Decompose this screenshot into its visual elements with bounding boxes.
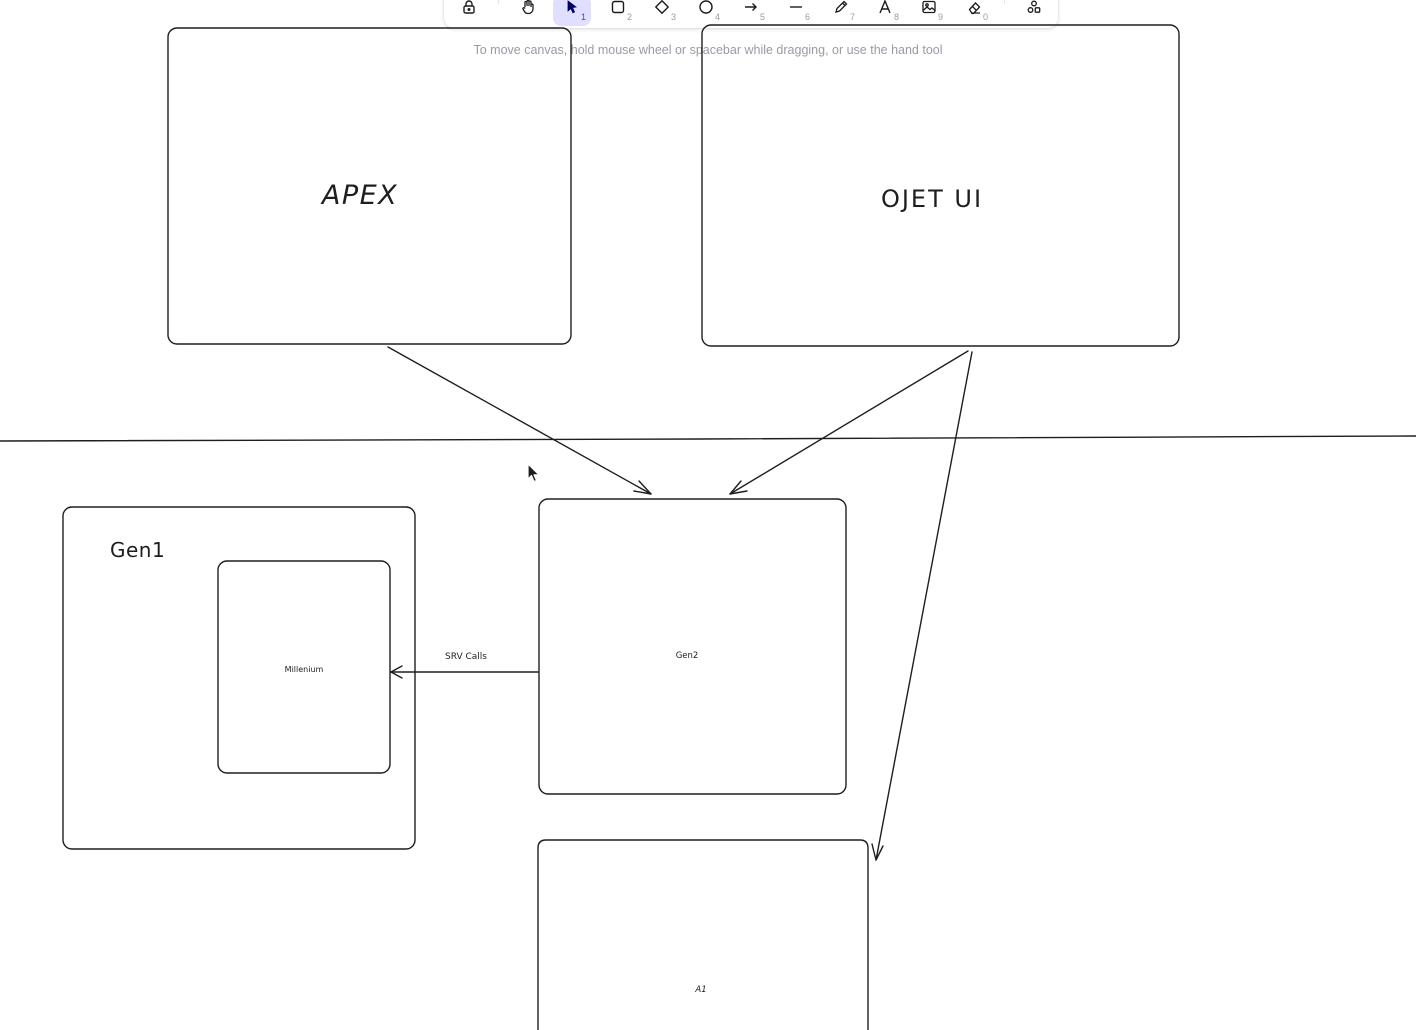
text-icon	[879, 0, 891, 14]
tool-key: 3	[670, 12, 676, 22]
tool-key: 6	[804, 12, 810, 22]
divider-line[interactable]	[0, 435, 1416, 442]
toolbar-divider	[498, 0, 499, 4]
arrow-ojet-to-gen2[interactable]	[729, 350, 969, 495]
hand-icon	[522, 0, 534, 15]
arrow-gen2-to-millenium[interactable]	[390, 665, 539, 679]
millenium-box[interactable]	[217, 560, 391, 774]
toolbar-divider	[1004, 0, 1005, 4]
tool-key: 5	[759, 12, 765, 22]
rectangle-icon	[611, 0, 625, 14]
ojet-ui-box[interactable]	[701, 24, 1180, 347]
pencil-icon	[835, 0, 848, 13]
hand-tool-button[interactable]	[509, 0, 547, 26]
tool-key: 2	[626, 12, 632, 22]
gen1-box[interactable]	[62, 506, 416, 850]
arrow-apex-to-gen2[interactable]	[387, 346, 652, 495]
ojet-ui-label: OJET UI	[881, 185, 983, 213]
a1-label: A1	[694, 985, 706, 995]
gen2-label: Gen2	[676, 651, 699, 661]
arrow-right-icon	[745, 3, 757, 11]
tool-key: 9	[937, 12, 943, 22]
srv-calls-label: SRV Calls	[445, 652, 487, 662]
diamond-tool-button[interactable]: 3	[643, 0, 681, 26]
lock-tool-button[interactable]	[450, 0, 488, 26]
gen2-box[interactable]	[538, 498, 847, 795]
rectangle-tool-button[interactable]: 2	[599, 0, 637, 26]
canvas-hint: To move canvas, hold mouse wheel or spac…	[473, 43, 943, 57]
lock-icon	[463, 0, 475, 14]
tool-key: 7	[849, 12, 855, 22]
apex-box[interactable]	[167, 27, 572, 345]
line-icon	[790, 6, 802, 8]
pointer-icon	[567, 0, 577, 14]
draw-tool-button[interactable]: 7	[822, 0, 860, 26]
selection-tool-button[interactable]: 1	[553, 0, 591, 26]
ellipse-icon	[699, 0, 713, 14]
mouse-cursor-icon	[527, 463, 540, 483]
ellipse-tool-button[interactable]: 4	[687, 0, 725, 26]
tool-key: 1	[580, 12, 586, 22]
more-tools-button[interactable]	[1015, 0, 1053, 26]
image-tool-button[interactable]: 9	[910, 0, 948, 26]
image-icon	[922, 0, 936, 14]
a1-box[interactable]	[537, 839, 869, 1030]
gen1-label: Gen1	[110, 538, 165, 562]
eraser-tool-button[interactable]: 0	[955, 0, 993, 26]
diamond-icon	[655, 0, 669, 14]
text-tool-button[interactable]: 8	[866, 0, 904, 26]
tool-key: 0	[982, 12, 988, 22]
arrow-ojet-to-a1[interactable]	[871, 351, 973, 861]
tool-key: 8	[893, 12, 899, 22]
arrow-tool-button[interactable]: 5	[732, 0, 770, 26]
line-tool-button[interactable]: 6	[777, 0, 815, 26]
shapes-icon	[1027, 0, 1041, 13]
millenium-label: Millenium	[285, 665, 324, 674]
tool-key: 4	[714, 12, 720, 22]
toolbar: 1 2 3 4 5 6 7	[444, 0, 1058, 28]
apex-label: APEX	[320, 180, 398, 211]
eraser-icon	[968, 2, 981, 15]
